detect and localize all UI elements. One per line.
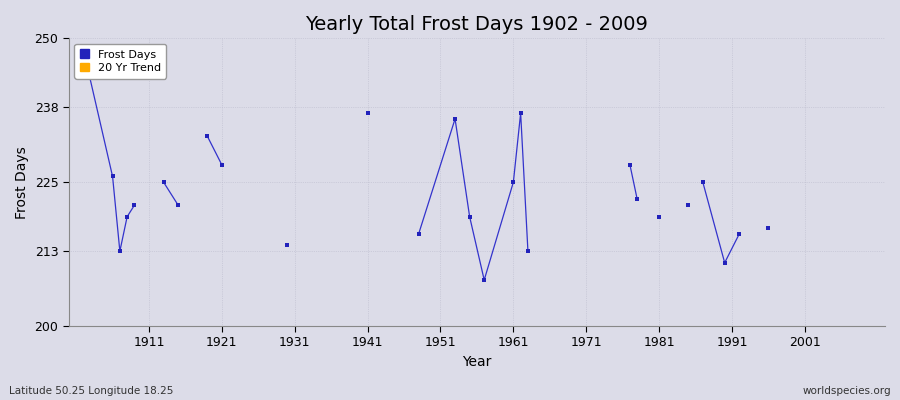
Point [696,179,710,185]
Point [76,47,91,53]
X-axis label: Year: Year [463,355,491,369]
Point [105,173,120,180]
Point [215,162,230,168]
Point [521,248,535,254]
Point [360,110,374,116]
Point [506,179,520,185]
Point [630,196,644,203]
Point [200,133,214,139]
Point [127,202,141,208]
Point [732,231,746,237]
Point [112,248,127,254]
Point [761,225,776,232]
Title: Yearly Total Frost Days 1902 - 2009: Yearly Total Frost Days 1902 - 2009 [305,15,648,34]
Y-axis label: Frost Days: Frost Days [15,146,29,218]
Point [280,242,294,249]
Point [463,214,477,220]
Text: worldspecies.org: worldspecies.org [803,386,891,396]
Point [157,179,171,185]
Legend: Frost Days, 20 Yr Trend: Frost Days, 20 Yr Trend [75,44,166,78]
Text: Latitude 50.25 Longitude 18.25: Latitude 50.25 Longitude 18.25 [9,386,174,396]
Point [411,231,426,237]
Point [652,214,666,220]
Point [477,277,491,283]
Point [448,116,463,122]
Point [513,110,527,116]
Point [171,202,185,208]
Point [681,202,696,208]
Point [120,214,134,220]
Point [623,162,637,168]
Point [717,260,732,266]
